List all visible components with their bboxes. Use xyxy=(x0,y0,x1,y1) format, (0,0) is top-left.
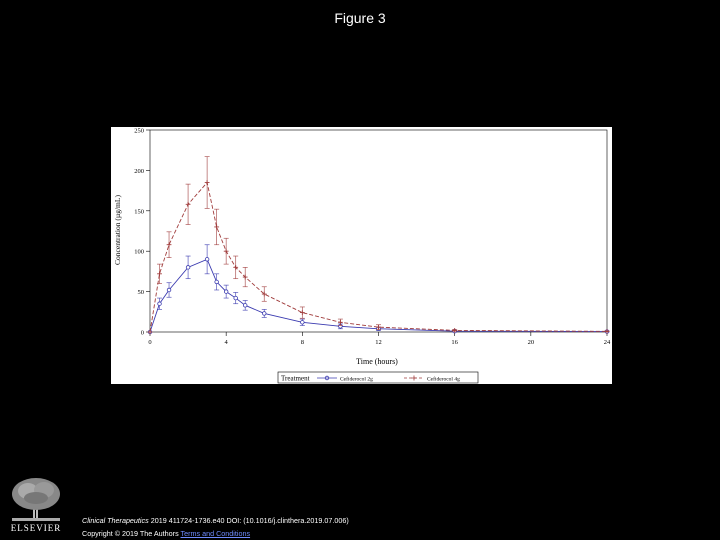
legend-box xyxy=(277,371,479,384)
x-tick-label-0: 0 xyxy=(148,339,151,346)
point-s1-9 xyxy=(261,291,267,297)
copyright-text: Copyright © 2019 The Authors Terms and C… xyxy=(82,529,250,538)
y-tick-label-200: 200 xyxy=(134,168,144,175)
point-s0-6 xyxy=(223,289,229,294)
point-s1-3 xyxy=(185,201,191,207)
point-s1-7 xyxy=(233,264,239,270)
series-line-0 xyxy=(149,258,608,333)
x-tick-label-20: 20 xyxy=(528,339,535,346)
point-s0-5 xyxy=(214,279,219,285)
series-line-1 xyxy=(149,181,608,333)
x-tick-label-12: 12 xyxy=(375,339,382,346)
chart-ticks: 0 50 100 150 200 250 0 4 8 12 16 20 24 xyxy=(134,128,611,347)
point-s1-12 xyxy=(376,324,381,330)
x-axis-label: Time (hours) xyxy=(356,357,398,366)
legend-label-4g: Cefiderocol 4g xyxy=(427,376,460,383)
point-s1-1 xyxy=(157,271,162,277)
x-tick-label-4: 4 xyxy=(225,339,229,346)
point-s1-0 xyxy=(147,329,153,335)
point-s1-13 xyxy=(452,327,458,333)
x-tick-label-24: 24 xyxy=(604,339,611,346)
chart-legend: Treatment Cefiderocol 2g Cefiderocol 4g xyxy=(277,371,479,384)
y-tick-label-250: 250 xyxy=(134,128,144,135)
legend-label-2g: Cefiderocol 2g xyxy=(340,376,373,383)
point-s1-14 xyxy=(604,328,610,334)
point-s1-6 xyxy=(223,248,229,254)
slide-title: Figure 3 xyxy=(334,10,386,26)
figure-panel: 0 50 100 150 200 250 0 4 8 12 16 20 24 Time (hours) … xyxy=(111,127,612,384)
x-tick-label-8: 8 xyxy=(301,339,304,346)
y-tick-label-150: 150 xyxy=(134,208,144,215)
series-0 xyxy=(147,244,610,335)
series-1 xyxy=(147,156,610,335)
point-s0-1 xyxy=(157,301,162,306)
elsevier-tree-logo xyxy=(6,476,66,522)
point-s0-10 xyxy=(300,320,305,325)
y-tick-label-100: 100 xyxy=(134,249,144,256)
point-s1-10 xyxy=(299,310,305,316)
legend-title: Treatment xyxy=(281,375,310,383)
citation-text: Clinical Therapeutics 2019 411724-1736.e… xyxy=(82,516,349,525)
x-tick-label-16: 16 xyxy=(451,339,458,346)
elsevier-wordmark: ELSEVIER xyxy=(10,523,62,533)
point-s0-3 xyxy=(185,265,191,270)
copyright-notice: Copyright © 2019 The Authors xyxy=(82,529,181,538)
point-s0-4 xyxy=(204,257,210,262)
y-tick-label-0: 0 xyxy=(141,330,144,337)
point-s0-2 xyxy=(166,287,172,293)
point-s1-8 xyxy=(242,274,248,280)
point-s1-11 xyxy=(338,319,343,325)
y-axis-label: Concentration (µg/mL) xyxy=(113,195,122,265)
legend-marker-4g xyxy=(411,375,417,381)
point-s0-8 xyxy=(243,303,248,308)
point-s1-2 xyxy=(166,242,172,248)
terms-and-conditions-link[interactable]: Terms and Conditions xyxy=(180,529,251,538)
citation-details: 2019 411724-1736.e40 DOI: (10.1016/j.cli… xyxy=(148,516,349,525)
legend-marker-2g xyxy=(324,375,330,381)
point-s1-5 xyxy=(214,224,220,230)
point-s1-4 xyxy=(204,180,210,185)
point-s0-9 xyxy=(262,311,267,316)
y-tick-label-50: 50 xyxy=(138,289,145,296)
citation-journal: Clinical Therapeutics xyxy=(82,516,149,525)
chart-series xyxy=(147,156,610,335)
point-s0-7 xyxy=(233,295,238,301)
